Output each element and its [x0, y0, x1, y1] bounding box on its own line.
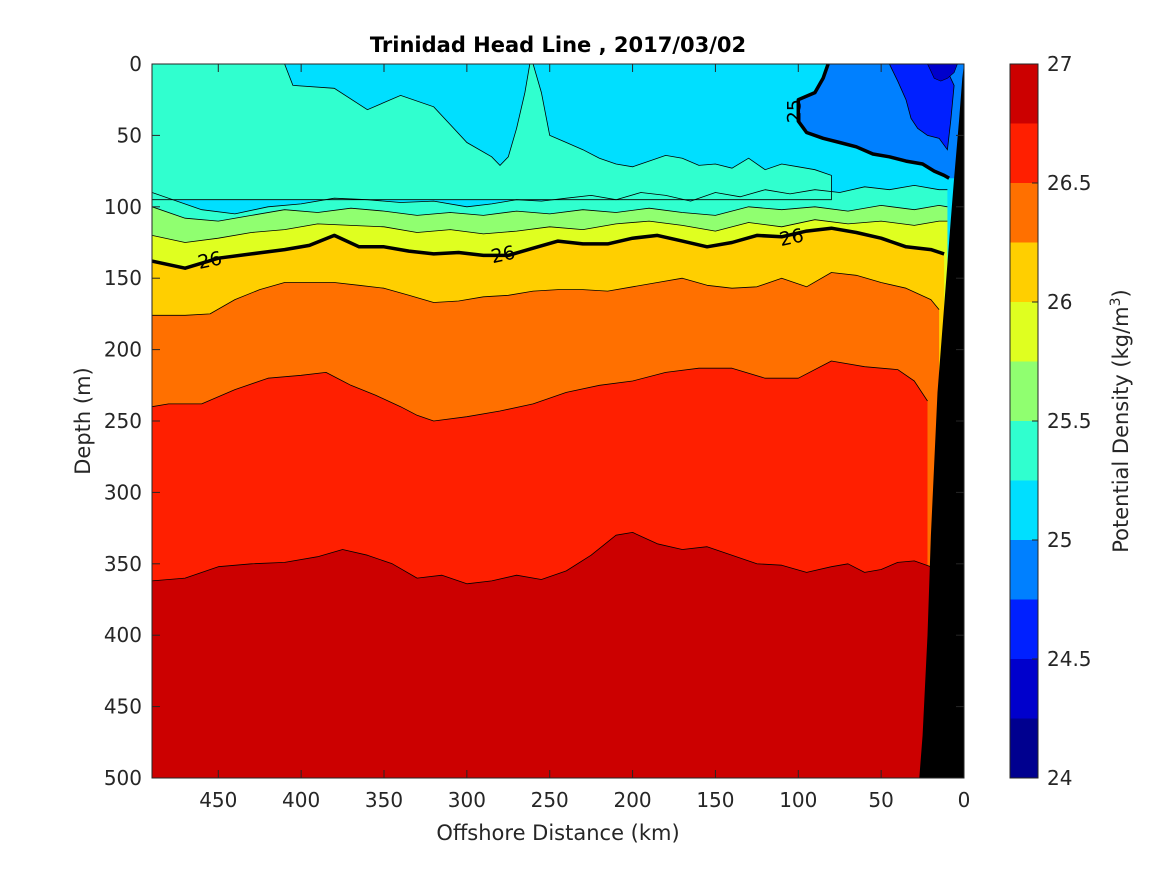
fill-layer-24.25	[927, 64, 958, 82]
x-tick-label-2: 350	[365, 788, 403, 812]
colorbar-band-4	[1010, 480, 1038, 540]
colorbar-tick-label-0: 24	[1047, 766, 1072, 790]
isopycnal-25.25	[152, 184, 948, 215]
density-fill-layers	[152, 64, 964, 778]
y-tick-label-2: 100	[104, 195, 142, 219]
colorbar-tick-label-6: 27	[1047, 52, 1072, 76]
colorbar-label: Potential Density (kg/m3)	[1108, 289, 1133, 553]
colorbar-ticks: 24 24.5 25 25.5 26 26.5 27	[1032, 52, 1092, 790]
x-tick-label-0: 450	[199, 788, 237, 812]
y-tick-label-7: 350	[104, 552, 142, 576]
colorbar-band-10	[1010, 123, 1038, 183]
y-axis-label: Depth (m)	[71, 367, 95, 474]
x-tick-label-4: 250	[531, 788, 569, 812]
contour-label-1: 26	[196, 247, 224, 274]
colorbar-band-2	[1010, 599, 1038, 659]
x-tick-label-1: 400	[282, 788, 320, 812]
colorbar-band-5	[1010, 421, 1038, 481]
x-axis-label: Offshore Distance (km)	[436, 821, 679, 845]
contour-label-0: 25	[784, 99, 806, 123]
y-tick-label-1: 50	[117, 123, 142, 147]
colorbar-band-9	[1010, 183, 1038, 243]
colorbar	[1010, 64, 1038, 778]
x-tick-label-8: 50	[868, 788, 893, 812]
x-tick-label-6: 150	[696, 788, 734, 812]
y-tick-label-0: 0	[129, 52, 142, 76]
isopycnal-26.75	[152, 532, 932, 585]
y-tick-label-6: 300	[104, 480, 142, 504]
colorbar-band-8	[1010, 242, 1038, 302]
contour-labels: 25 26 26 26	[196, 99, 806, 274]
colorbar-tick-label-4: 26	[1047, 290, 1072, 314]
chart-title: Trinidad Head Line , 2017/03/02	[370, 33, 746, 57]
y-tick-label-3: 150	[104, 266, 142, 290]
x-axis-ticks: 450 400 350 300 250 200 150 100 50 0	[199, 64, 970, 812]
colorbar-band-0	[1010, 718, 1038, 778]
y-tick-label-5: 250	[104, 409, 142, 433]
colorbar-band-3	[1010, 540, 1038, 600]
colorbar-band-6	[1010, 361, 1038, 421]
fill-layer-24.5	[888, 64, 955, 151]
y-axis-ticks: 0 50 100 150 200 250 300 350 400 450 500	[104, 52, 964, 790]
fill-layer-26.75	[152, 532, 931, 778]
x-tick-label-5: 200	[613, 788, 651, 812]
colorbar-tick-label-3: 25.5	[1047, 409, 1092, 433]
isopycnal-25.75	[152, 219, 948, 243]
x-tick-label-9: 0	[958, 788, 971, 812]
contour-label-2: 26	[489, 242, 517, 269]
y-tick-label-9: 450	[104, 695, 142, 719]
isopycnal-lines	[152, 64, 950, 585]
contour-label-3: 26	[777, 224, 805, 251]
colorbar-tick-label-2: 25	[1047, 528, 1072, 552]
bathymetry-layer	[919, 64, 964, 778]
colorbar-band-11	[1010, 64, 1038, 124]
isopycnal-25.5	[152, 204, 948, 222]
isopycnal-26	[152, 226, 945, 270]
x-tick-label-3: 300	[448, 788, 486, 812]
isopycnal-25	[796, 64, 950, 180]
colorbar-band-1	[1010, 659, 1038, 719]
bathymetry-wedge	[919, 64, 964, 778]
colorbar-tick-label-5: 26.5	[1047, 171, 1092, 195]
colorbar-band-7	[1010, 302, 1038, 362]
colorbar-tick-label-1: 24.5	[1047, 647, 1092, 671]
isopycnal-26.25	[152, 272, 940, 316]
fill-layer-25.25-surface	[152, 64, 832, 201]
isopycnal-26.5	[152, 360, 928, 422]
x-tick-label-7: 100	[779, 788, 817, 812]
y-tick-label-4: 200	[104, 338, 142, 362]
y-tick-label-8: 400	[104, 623, 142, 647]
y-tick-label-10: 500	[104, 766, 142, 790]
